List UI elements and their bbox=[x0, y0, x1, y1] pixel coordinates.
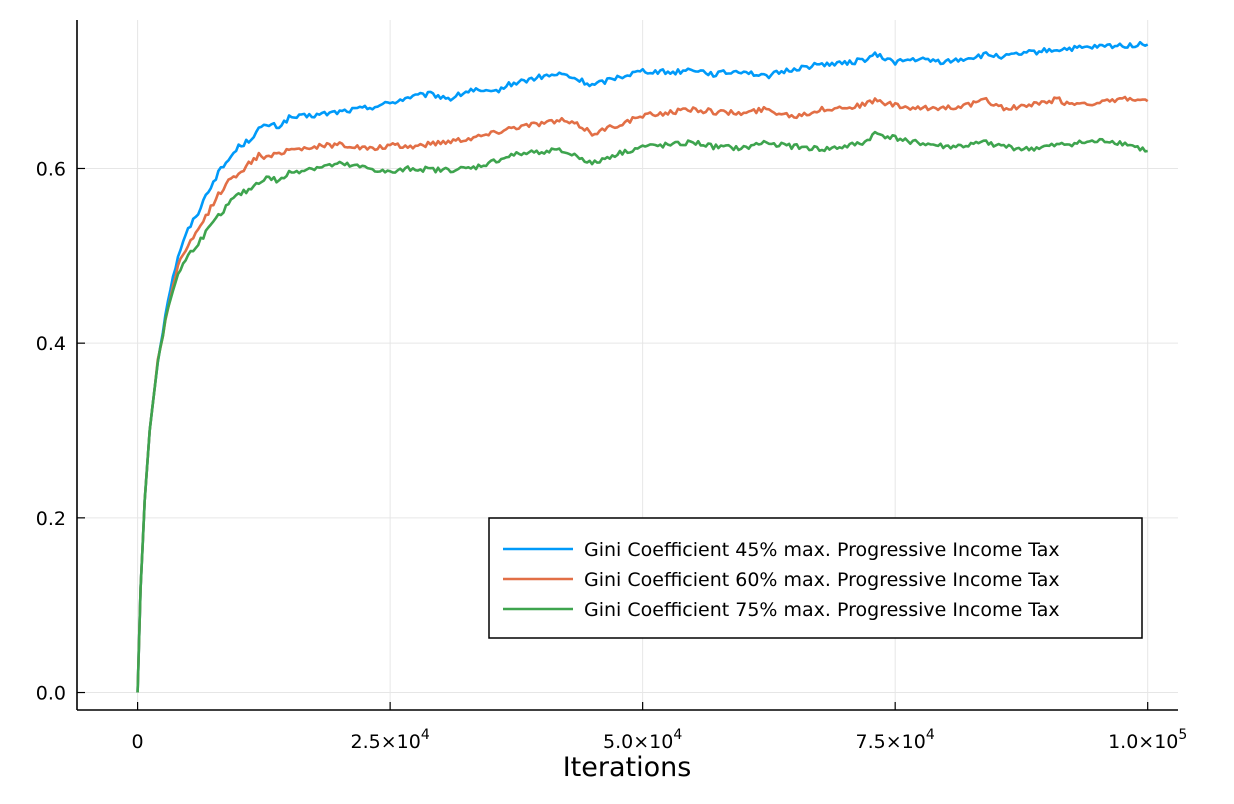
series-line-2 bbox=[136, 95, 1149, 693]
x-tick-label: 1.0×105 bbox=[1108, 727, 1187, 753]
y-axis-ticks: 0.0 0.2 0.4 0.6 bbox=[36, 158, 85, 705]
series-lines bbox=[136, 40, 1149, 693]
series-line-1 bbox=[136, 40, 1149, 693]
x-tick-label: 7.5×104 bbox=[856, 727, 935, 753]
x-axis-ticks: 0 2.5×104 5.0×104 7.5×104 1.0×105 bbox=[132, 702, 1187, 753]
legend-box bbox=[488, 517, 1143, 639]
legend-label: Gini Coefficient 45% max. Progressive In… bbox=[584, 539, 1060, 561]
series-line-3 bbox=[136, 130, 1148, 693]
legend: Gini Coefficient 45% max. Progressive In… bbox=[488, 517, 1143, 639]
x-tick-label: 2.5×104 bbox=[351, 727, 430, 753]
y-tick-label: 0.2 bbox=[36, 508, 66, 530]
x-tick-label: 0 bbox=[132, 731, 144, 753]
x-axis-title: Iterations bbox=[563, 752, 692, 783]
y-tick-label: 0.4 bbox=[36, 333, 66, 355]
legend-label: Gini Coefficient 60% max. Progressive In… bbox=[584, 569, 1060, 591]
x-tick-label: 5.0×104 bbox=[603, 727, 682, 753]
legend-label: Gini Coefficient 75% max. Progressive In… bbox=[584, 599, 1060, 621]
y-tick-label: 0.6 bbox=[36, 158, 66, 180]
y-tick-label: 0.0 bbox=[36, 683, 66, 705]
axes bbox=[76, 20, 1178, 711]
